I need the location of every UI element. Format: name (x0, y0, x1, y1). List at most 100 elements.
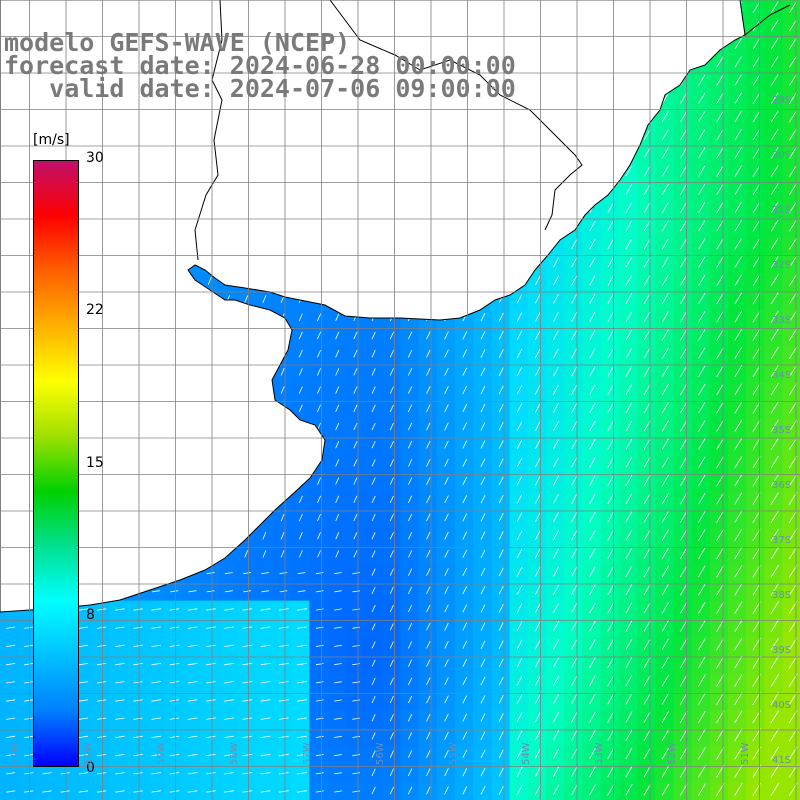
wind-arrow (317, 532, 321, 540)
wind-arrow (498, 440, 504, 449)
lon-label: 60W (83, 742, 94, 765)
wind-arrow (698, 383, 706, 396)
wind-arrow (625, 693, 633, 705)
wind-arrow (480, 331, 486, 340)
wind-arrow (260, 662, 271, 666)
wind-arrow (426, 677, 431, 686)
wind-arrow (716, 419, 724, 432)
wind-arrow (734, 238, 742, 250)
wind-arrow (462, 349, 468, 358)
wind-arrow (661, 692, 670, 705)
wind-arrow (552, 730, 560, 741)
wind-arrow (552, 675, 560, 686)
wind-arrow (770, 474, 779, 487)
wind-arrow (371, 568, 376, 576)
wind-arrow (315, 681, 324, 684)
wind-arrow (607, 711, 615, 723)
lon-label: 56W (375, 742, 386, 765)
wind-arrow (697, 710, 706, 724)
wind-arrow (679, 638, 688, 651)
wind-arrow (625, 329, 633, 341)
wind-arrow (389, 695, 394, 704)
wind-arrow (625, 747, 633, 760)
wind-arrow (353, 441, 358, 449)
wind-arrow (661, 438, 669, 450)
wind-arrow (353, 404, 358, 413)
wind-arrow (680, 329, 688, 341)
wind-arrow (78, 699, 89, 702)
wind-arrow (770, 637, 780, 651)
wind-arrow (716, 619, 724, 633)
wind-arrow (716, 110, 724, 123)
wind-arrow (770, 1, 779, 14)
lat-label: 38S (772, 590, 792, 601)
wind-arrow (534, 693, 541, 705)
wind-arrow (770, 201, 779, 214)
wind-arrow (625, 238, 632, 250)
wind-arrow (516, 603, 523, 613)
wind-arrow (371, 786, 376, 795)
wind-arrow (698, 238, 706, 250)
wind-arrow (133, 699, 143, 702)
wind-arrow (296, 681, 307, 684)
wind-arrow (224, 753, 235, 757)
wind-arrow (625, 275, 633, 286)
wind-arrow (334, 699, 342, 702)
wind-arrow (770, 510, 779, 523)
wind-arrow (334, 626, 342, 629)
wind-arrow (260, 626, 271, 629)
wind-arrow (571, 602, 578, 614)
wind-arrow (589, 475, 596, 486)
lat-label: 31S (772, 205, 792, 216)
wind-arrow (553, 403, 559, 413)
wind-arrow (571, 257, 578, 268)
wind-arrow (96, 644, 107, 647)
wind-arrow (96, 626, 107, 629)
wind-arrow (516, 403, 523, 413)
wind-arrow (752, 383, 761, 396)
wind-arrow (770, 601, 780, 615)
wind-arrow (280, 513, 285, 522)
wind-arrow (661, 129, 669, 141)
wind-arrow (553, 330, 559, 340)
wind-arrow (444, 677, 449, 686)
wind-arrow (752, 401, 761, 414)
wind-arrow (698, 201, 706, 214)
wind-arrow (589, 548, 596, 559)
wind-arrow (352, 663, 360, 666)
wind-arrow (353, 550, 358, 558)
wind-arrow (734, 256, 742, 268)
wind-arrow (643, 420, 651, 432)
wind-arrow (498, 640, 504, 649)
wind-arrow (734, 474, 743, 487)
wind-arrow (698, 492, 706, 505)
wind-arrow (643, 220, 651, 232)
wind-arrow (607, 329, 614, 341)
wind-arrow (661, 365, 669, 377)
wind-arrow (643, 547, 651, 559)
wind-arrow (462, 731, 468, 740)
wind-arrow (734, 347, 743, 359)
wind-arrow (680, 183, 687, 195)
wind-arrow (298, 331, 303, 340)
wind-arrow (408, 586, 413, 595)
wind-arrow (426, 641, 431, 649)
wind-arrow (734, 219, 742, 232)
wind-arrow (224, 681, 235, 684)
wind-arrow (408, 695, 413, 704)
wind-arrow (607, 402, 614, 413)
wind-arrow (115, 644, 125, 647)
wind-arrow (643, 656, 651, 669)
wind-arrow (296, 608, 307, 611)
wind-arrow (353, 459, 358, 467)
wind-arrow (315, 572, 324, 575)
wind-arrow (625, 529, 633, 541)
wind-arrow (679, 583, 688, 596)
wind-arrow (770, 110, 779, 123)
wind-arrow (169, 644, 180, 647)
wind-arrow (589, 620, 596, 632)
wind-arrow (298, 550, 303, 558)
wind-arrow (371, 605, 376, 613)
wind-arrow (408, 532, 413, 540)
wind-arrow (770, 365, 779, 378)
